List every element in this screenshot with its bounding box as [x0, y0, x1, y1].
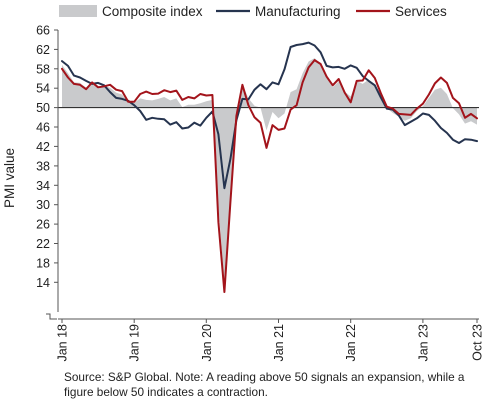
- x-tick-label: Jan 23: [416, 324, 430, 362]
- y-tick-label: 14: [36, 276, 50, 290]
- x-tick-label: Oct 23: [471, 324, 485, 361]
- y-tick-label: 46: [36, 121, 50, 135]
- y-tick-label: 26: [36, 218, 50, 232]
- x-tick-label: Jan 21: [272, 324, 286, 362]
- y-tick-label: 18: [36, 256, 50, 270]
- y-tick-label: 34: [36, 179, 50, 193]
- y-tick-labels: 66 62 58 54 50 46 42 38 34 30 26 22 18 14: [36, 24, 58, 290]
- y-tick-label: 62: [36, 43, 50, 57]
- legend-swatch-composite: [59, 5, 97, 17]
- legend-label-composite: Composite index: [102, 4, 203, 19]
- y-axis-break: [46, 313, 57, 320]
- y-axis-label: PMI value: [2, 148, 17, 208]
- x-tick-labels: Jan 18 Jan 19 Jan 20 Jan 21 Jan 22 Jan 23 Oct …: [56, 319, 485, 362]
- y-tick-label: 38: [36, 159, 50, 173]
- x-tick-label: Jan 22: [344, 324, 358, 362]
- y-tick-label: 42: [36, 140, 50, 154]
- legend-label-services: Services: [395, 4, 447, 19]
- legend: Composite index Manufacturing Services: [59, 4, 447, 19]
- x-tick-label: Jan 18: [56, 324, 70, 362]
- y-tick-label: 58: [36, 62, 50, 76]
- legend-label-manufacturing: Manufacturing: [255, 4, 341, 19]
- y-tick-label: 66: [36, 24, 50, 38]
- y-tick-label: 50: [36, 101, 50, 115]
- series-line-layer: [61, 41, 478, 293]
- y-tick-label: 54: [36, 82, 50, 96]
- series-services-line: [61, 59, 478, 293]
- y-tick-label: 30: [36, 198, 50, 212]
- x-tick-label: Jan 19: [128, 324, 142, 362]
- y-tick-label: 22: [36, 237, 50, 251]
- series-composite-area: [62, 58, 477, 285]
- axes: [46, 30, 479, 320]
- source-note: Source: S&P Global. Note: A reading abov…: [64, 370, 465, 399]
- composite-area-layer: [62, 58, 477, 285]
- x-tick-label: Jan 20: [200, 324, 214, 362]
- series-manufacturing-line: [61, 41, 478, 190]
